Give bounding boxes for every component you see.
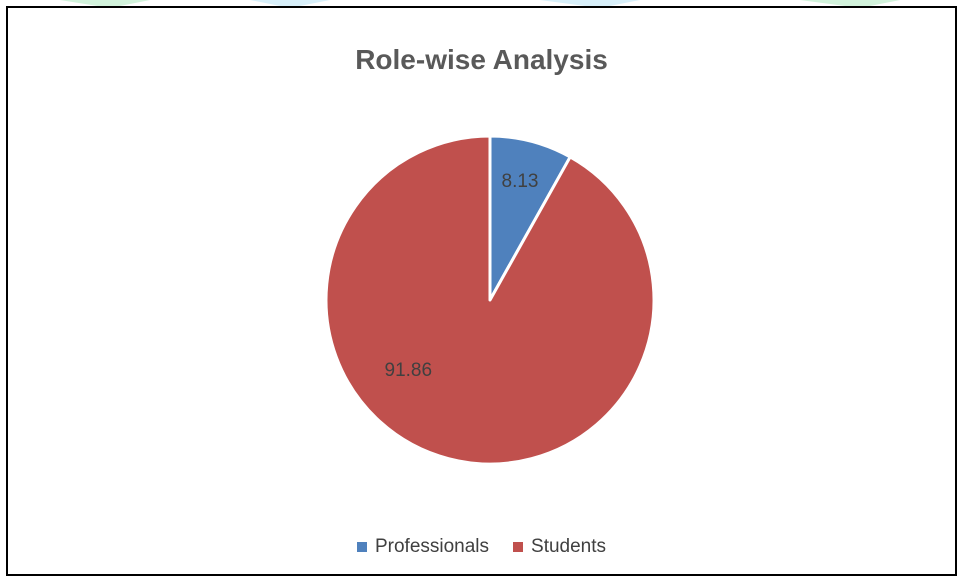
legend: Professionals Students (8, 536, 955, 558)
legend-item-professionals: Professionals (356, 536, 490, 558)
legend-swatch-professionals (356, 542, 367, 552)
chart-title: Role-wise Analysis (355, 44, 608, 75)
legend-label-students: Students (531, 536, 607, 557)
data-label-students: 91.86 (385, 360, 433, 381)
legend-label-professionals: Professionals (374, 536, 490, 557)
legend-swatch-students (513, 542, 524, 552)
data-label-professionals: 8.13 (502, 171, 539, 192)
chart-area: Role-wise Analysis 8.13 91.86 Professiona… (6, 6, 957, 576)
pie-slice-students (324, 134, 656, 466)
pie-chart: 8.13 91.86 (324, 134, 656, 466)
legend-item-students: Students (513, 536, 606, 558)
